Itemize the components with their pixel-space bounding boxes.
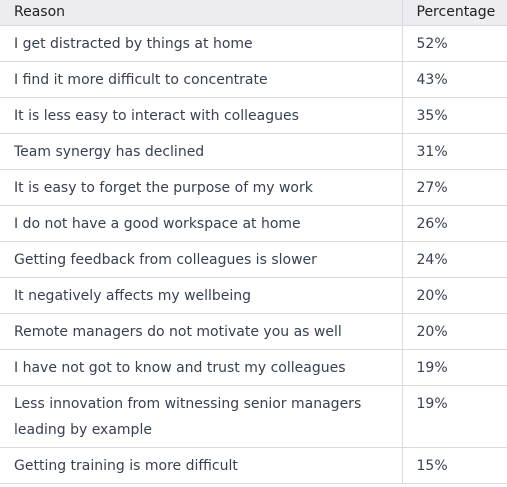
table-row: I find it more difficult to concentrate … — [0, 61, 507, 98]
reason-cell: I find it more difficult to concentrate — [0, 61, 403, 98]
percentage-cell: 24% — [401, 241, 507, 278]
reason-cell: It negatively affects my wellbeing — [0, 277, 403, 314]
table-row: Getting feedback from colleagues is slow… — [0, 241, 507, 278]
column-header-percentage: Percentage — [401, 0, 507, 26]
reason-cell: Getting feedback from colleagues is slow… — [0, 241, 403, 278]
table-row: It is less easy to interact with colleag… — [0, 97, 507, 134]
percentage-cell: 20% — [401, 277, 507, 314]
table-row: I have not got to know and trust my coll… — [0, 349, 507, 386]
reason-cell: It is easy to forget the purpose of my w… — [0, 169, 403, 206]
table-row: It is easy to forget the purpose of my w… — [0, 169, 507, 206]
reason-cell: I get distracted by things at home — [0, 25, 403, 62]
table-row: Less innovation from witnessing senior m… — [0, 385, 507, 448]
percentage-cell: 27% — [401, 169, 507, 206]
table-row: Team synergy has declined 31% — [0, 133, 507, 170]
table-row: Getting training is more difficult 15% — [0, 447, 507, 484]
percentage-cell: 20% — [401, 313, 507, 350]
reason-cell: It is less easy to interact with colleag… — [0, 97, 403, 134]
reason-cell: Less innovation from witnessing senior m… — [0, 385, 403, 448]
percentage-cell: 19% — [401, 385, 507, 448]
table-row: It negatively affects my wellbeing 20% — [0, 277, 507, 314]
percentage-cell: 15% — [401, 447, 507, 484]
table-header: Reason Percentage — [0, 0, 507, 26]
percentage-cell: 31% — [401, 133, 507, 170]
reason-cell: Team synergy has declined — [0, 133, 403, 170]
percentage-cell: 19% — [401, 349, 507, 386]
reason-cell: I do not have a good workspace at home — [0, 205, 403, 242]
header-row: Reason Percentage — [0, 0, 507, 26]
percentage-cell: 26% — [401, 205, 507, 242]
table-row: I do not have a good workspace at home 2… — [0, 205, 507, 242]
reason-cell: Getting training is more difficult — [0, 447, 403, 484]
percentage-cell: 43% — [401, 61, 507, 98]
table-row: I get distracted by things at home 52% — [0, 25, 507, 62]
percentage-cell: 35% — [401, 97, 507, 134]
percentage-cell: 52% — [401, 25, 507, 62]
table-row: Remote managers do not motivate you as w… — [0, 313, 507, 350]
reason-cell: I have not got to know and trust my coll… — [0, 349, 403, 386]
reason-cell: Remote managers do not motivate you as w… — [0, 313, 403, 350]
table-body: I get distracted by things at home 52% I… — [0, 25, 507, 484]
column-header-reason: Reason — [0, 0, 403, 26]
